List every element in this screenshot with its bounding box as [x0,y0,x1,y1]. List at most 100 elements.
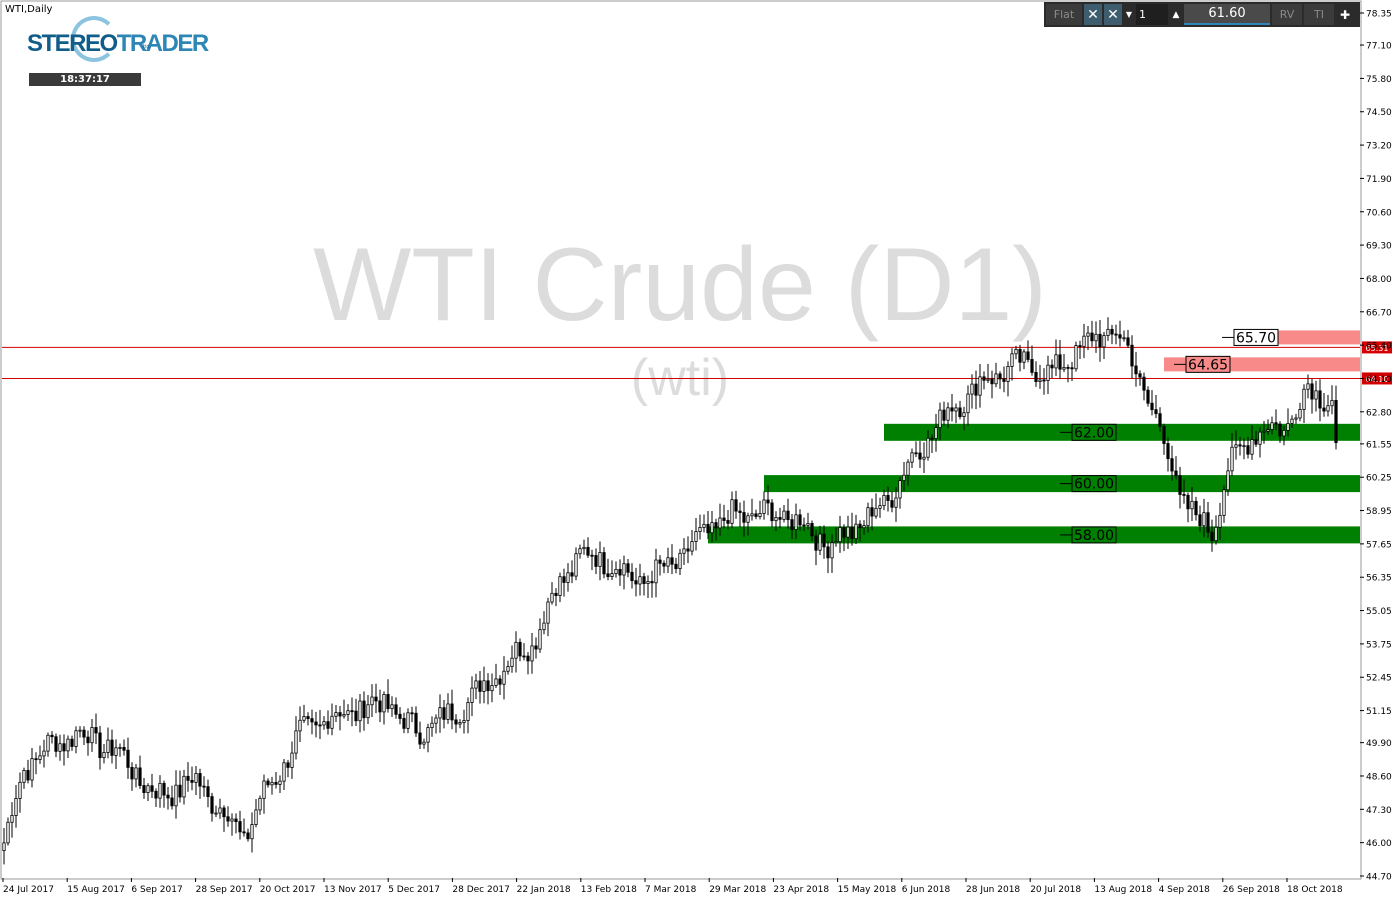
candle-body [538,629,542,650]
zone-price-label-box [1071,423,1117,441]
candle-body [454,719,458,725]
candle-body [306,716,310,720]
price-field[interactable]: 61.60 [1184,4,1270,25]
candle-body [354,710,358,722]
candle-body [98,732,102,758]
candle-body [1038,379,1042,382]
candle-body [966,393,970,414]
tl-button[interactable]: TI [1304,4,1334,25]
candle-body [810,523,814,537]
candle-body [1182,494,1186,496]
y-tick-label: 66.70 [1366,308,1392,318]
candle-body [470,687,474,703]
candle-body [898,480,902,499]
lots-dropdown-button[interactable]: ▼ [1124,4,1134,25]
candle-body [1118,334,1122,339]
candle-body [1266,429,1270,432]
lots-increment-button[interactable]: ▲ [1170,4,1182,25]
candle-body [622,563,626,576]
candle-body [1070,367,1074,370]
candle-body [1206,512,1210,533]
candle-body [318,724,322,727]
candle-body [646,581,650,584]
pin-button[interactable]: ✚ [1336,4,1354,25]
candle-body [174,784,178,807]
candle-body [54,736,58,752]
candle-body [18,781,22,799]
plot-frame [0,0,1362,880]
candle-body [426,727,430,743]
candle-body [1202,512,1206,527]
candle-body [590,554,594,557]
candle-body [618,568,622,576]
candle-body [1222,489,1226,516]
lots-input[interactable]: 1 [1136,4,1168,25]
candle-body [510,657,514,667]
candle-body [366,704,370,719]
candle-body [610,573,614,577]
candle-body [410,712,414,715]
candle-body [314,721,318,726]
candle-body [782,510,786,520]
candle-body [1334,399,1338,443]
caret-down-icon: ▼ [1125,10,1133,19]
candle-body [586,546,590,556]
candle-body [1262,430,1266,433]
candle-body [102,752,106,758]
x-tick-label: 26 Sep 2018 [1223,885,1280,895]
candle-body [1302,388,1306,410]
zone-price-label-box [1185,355,1231,373]
flat-button[interactable]: Flat [1046,4,1082,25]
candle-body [126,749,130,768]
candle-body [250,824,254,840]
candle-body [1114,333,1118,336]
candle-body [830,542,834,559]
rv-button[interactable]: RV [1272,4,1302,25]
candle-body [954,407,958,412]
y-tick-label: 46.00 [1366,839,1392,849]
candle-body [1306,383,1310,390]
y-tick-label: 52.45 [1366,674,1392,684]
price-level-tag [1362,372,1392,385]
candle-body [546,601,550,624]
candle-body [134,767,138,780]
zone-price-label: 60.00 [1074,477,1114,493]
candle-body [26,769,30,781]
candle-body [70,738,74,747]
candle-body [458,722,462,725]
x-tick-label: 23 Apr 2018 [773,885,829,895]
x-tick-label: 13 Feb 2018 [581,885,637,895]
candle-body [162,782,166,796]
zone-price-label: 64.65 [1188,357,1228,373]
candle-body [1226,470,1230,491]
candle-body [862,525,866,529]
close-position-button[interactable]: ✕ [1084,4,1102,25]
candle-body [194,773,198,783]
candle-body [322,721,326,726]
candle-body [1002,378,1006,382]
y-tick-label: 69.30 [1366,242,1392,252]
candle-body [494,678,498,686]
support-zone [708,526,1360,544]
candle-body [1274,422,1278,425]
candle-body [62,743,66,752]
candle-body [1250,439,1254,455]
candle-body [770,502,774,522]
candle-body [1198,514,1202,527]
candle-body [826,546,830,559]
pin-icon: ✚ [1339,7,1351,22]
candle-body [218,807,222,814]
candle-body [562,576,566,583]
close-orders-button[interactable]: ✕ [1104,4,1122,25]
hlines-layer: 65.31 64.10 [2,341,1392,385]
candle-body [238,821,242,833]
candle-body [1162,425,1166,444]
candle-body [938,409,942,429]
candle-body [766,499,770,504]
candle-body [738,510,742,513]
y-tick-label: 53.75 [1366,640,1392,650]
candle-body [582,546,586,550]
zone-price-label: 58.00 [1074,528,1114,544]
candle-body [634,580,638,585]
candle-body [670,557,674,565]
